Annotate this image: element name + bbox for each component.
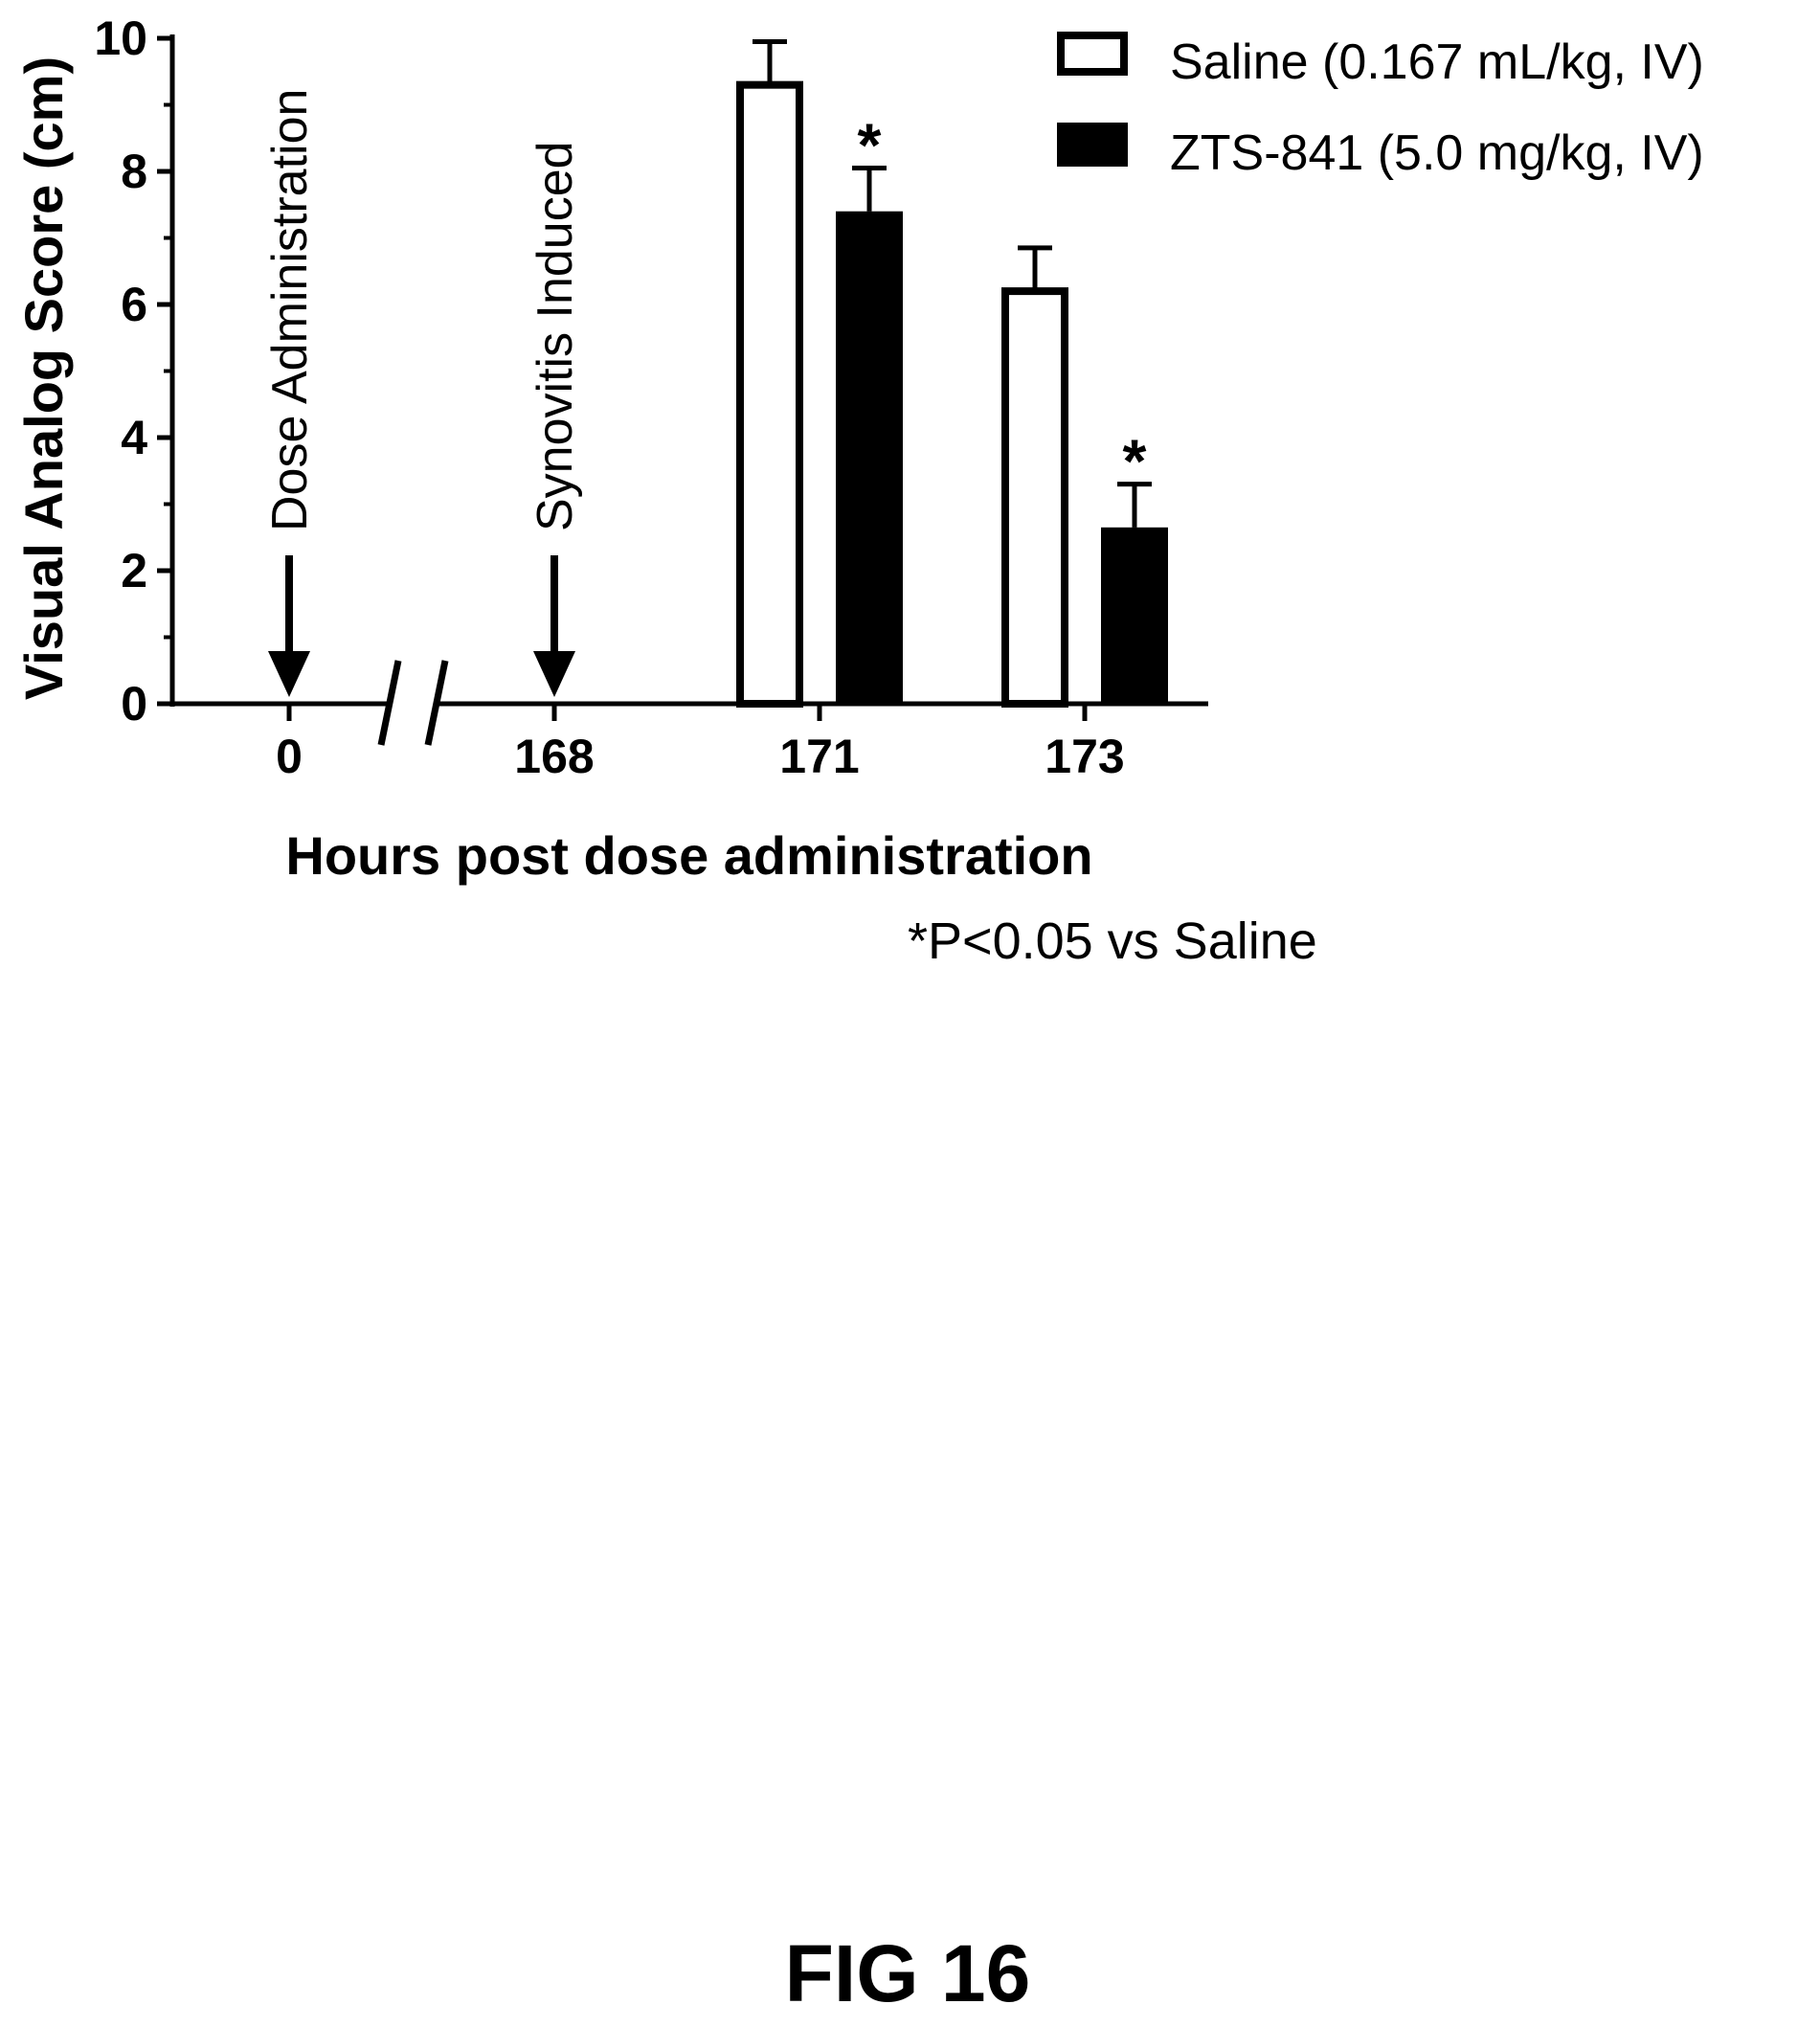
y-axis-label: Visual Analog Score (cm) xyxy=(13,56,74,700)
bar xyxy=(1101,527,1168,704)
figure-label: FIG 16 xyxy=(785,1928,1031,2018)
x-tick-label: 171 xyxy=(779,730,859,783)
bar xyxy=(1001,287,1068,708)
event-arrow-head xyxy=(533,651,575,697)
y-tick-label: 0 xyxy=(121,677,147,731)
bar xyxy=(736,80,803,708)
x-tick-label: 173 xyxy=(1045,730,1124,783)
axis-break-mark xyxy=(377,660,402,746)
x-tick-label: 0 xyxy=(276,730,303,783)
y-tick-label: 8 xyxy=(121,145,147,198)
legend: Saline (0.167 mL/kg, IV) ZTS-841 (5.0 mg/… xyxy=(1057,32,1704,181)
y-tick-label: 2 xyxy=(121,544,147,597)
x-tick-label: 168 xyxy=(514,730,594,783)
x-axis-ticks: 0 168 171 173 xyxy=(276,704,1125,783)
y-tick-label: 10 xyxy=(94,11,147,65)
legend-swatch-zts-841 xyxy=(1057,123,1128,167)
bars: ** xyxy=(736,38,1168,708)
event-label: Synovitis Induced xyxy=(528,141,583,531)
x-axis-label: Hours post dose administration xyxy=(285,825,1092,886)
legend-swatch-saline xyxy=(1057,32,1128,76)
footnote: *P<0.05 vs Saline xyxy=(908,912,1317,970)
bar xyxy=(836,211,903,704)
event-label: Dose Administration xyxy=(262,89,318,531)
y-tick-label: 6 xyxy=(121,278,147,331)
event-arrow-head xyxy=(268,651,310,697)
axis-break-mark xyxy=(424,660,449,746)
significance-asterisk: * xyxy=(858,111,882,180)
legend-label: Saline (0.167 mL/kg, IV) xyxy=(1170,34,1704,90)
y-axis-ticks: 0 2 4 6 8 10 xyxy=(94,11,172,731)
event-markers: Dose Administration Synovitis Induced xyxy=(262,89,583,697)
legend-label: ZTS-841 (5.0 mg/kg, IV) xyxy=(1170,125,1704,181)
significance-asterisk: * xyxy=(1123,427,1147,496)
y-tick-label: 4 xyxy=(121,411,147,464)
